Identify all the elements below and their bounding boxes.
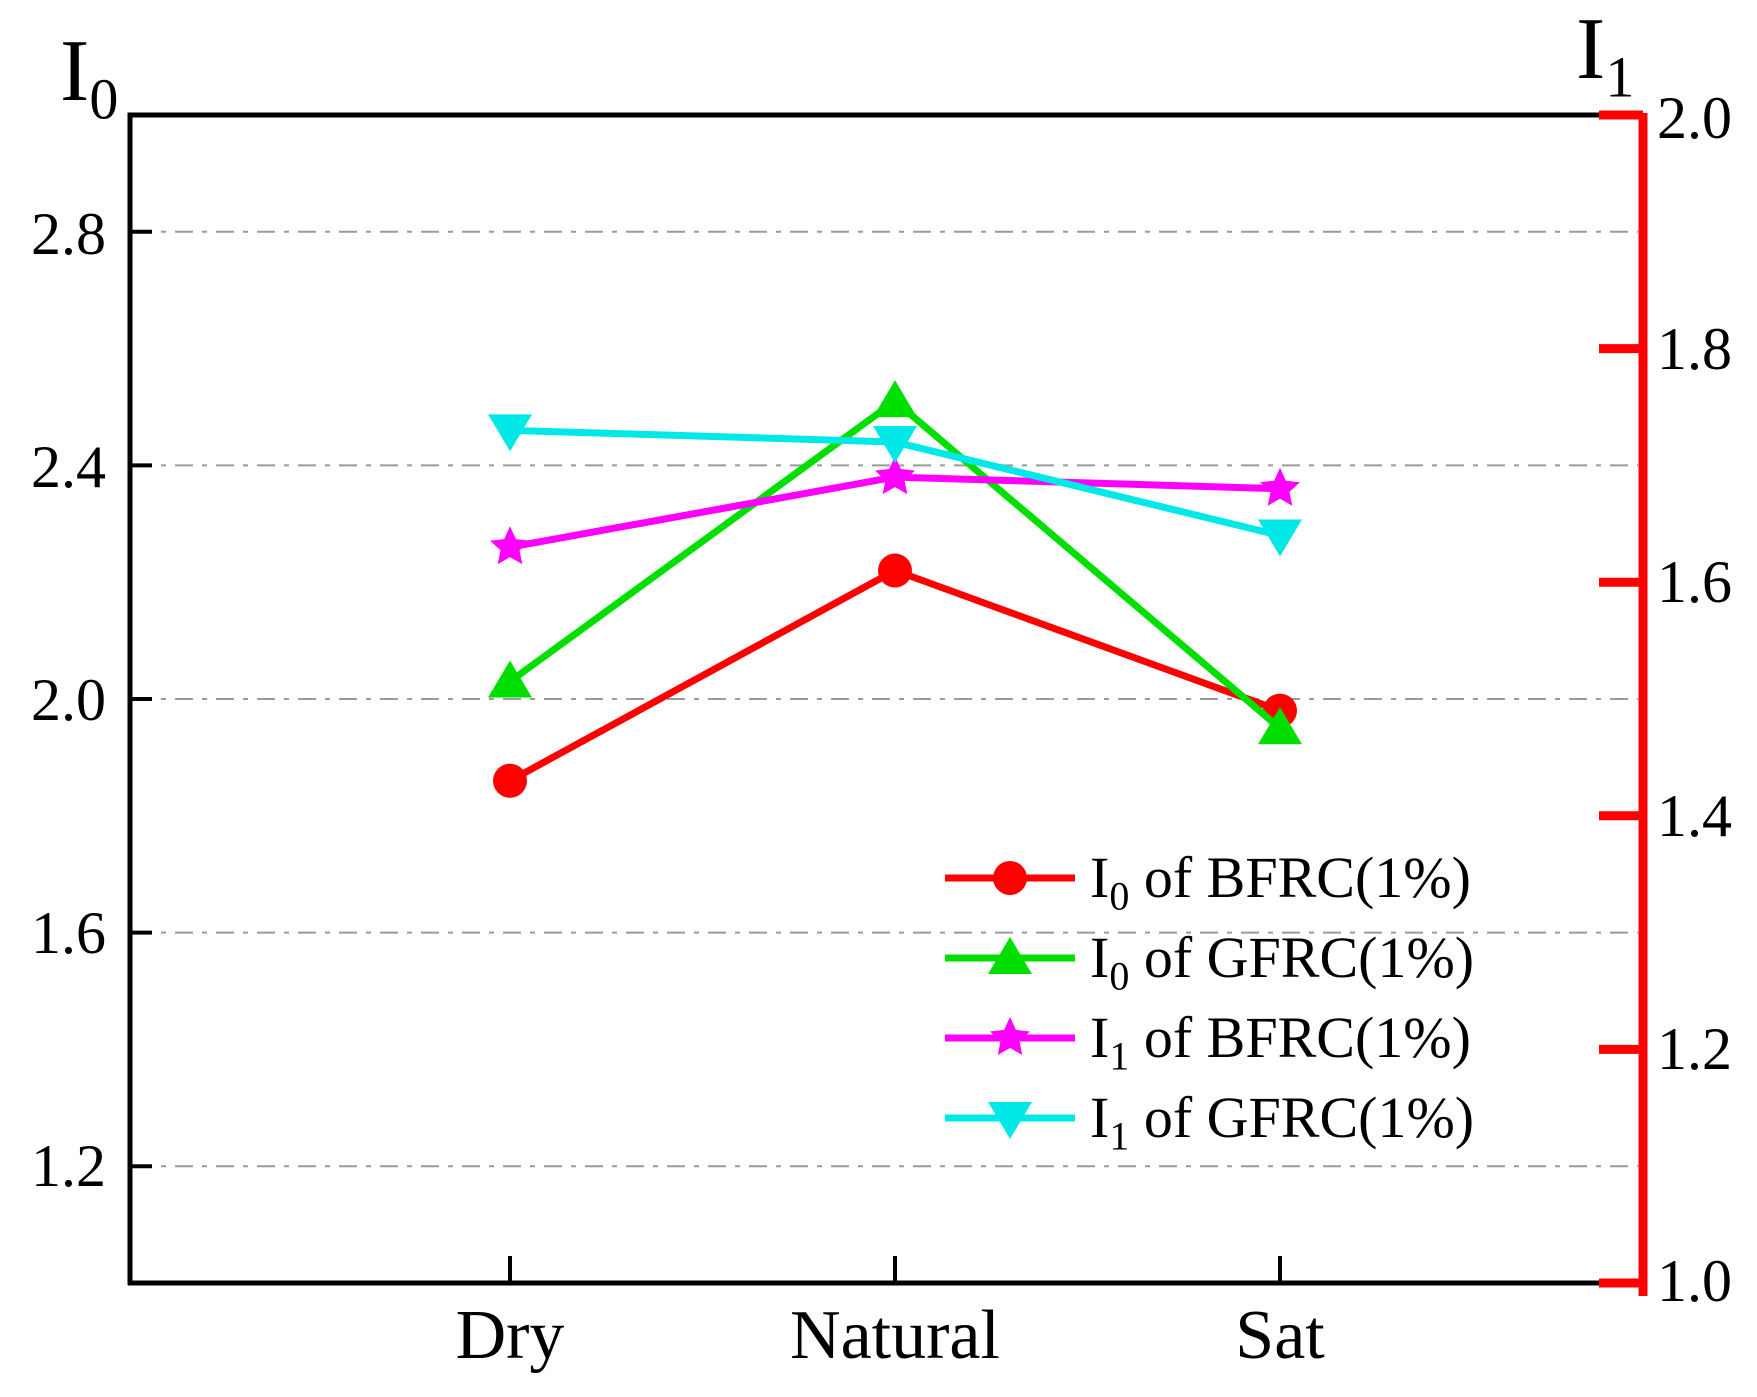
series-marker-i1-bfrc xyxy=(875,456,915,495)
series-marker-i0-gfrc xyxy=(488,660,532,698)
right-tick-label: 1.6 xyxy=(1657,549,1732,615)
x-category-label-dry: Dry xyxy=(455,1297,565,1374)
series-marker-i0-bfrc xyxy=(878,553,912,588)
left-tick-label: 1.2 xyxy=(31,1133,106,1199)
right-tick-label: 1.8 xyxy=(1657,316,1732,382)
legend-marker-i1-gfrc xyxy=(988,1102,1032,1139)
left-tick-label: 2.8 xyxy=(31,201,106,267)
series-marker-i0-bfrc xyxy=(493,763,527,798)
left-tick-label: 2.4 xyxy=(31,434,106,500)
legend-marker-i0-gfrc xyxy=(988,937,1032,974)
right-tick-label: 1.0 xyxy=(1657,1248,1732,1314)
legend-marker-i1-bfrc xyxy=(990,1017,1030,1055)
series-marker-i0-gfrc xyxy=(873,380,917,418)
right-tick-label: 1.4 xyxy=(1657,783,1732,849)
left-axis-title: I0 xyxy=(60,28,118,129)
x-category-label-natural: Natural xyxy=(790,1297,1000,1374)
right-tick-label: 1.2 xyxy=(1657,1016,1732,1082)
left-axis-tick-labels: 2.8 2.4 2.0 1.6 1.2 xyxy=(0,0,112,1397)
right-axis-title-sub: 1 xyxy=(1605,44,1635,110)
left-tick-label: 2.0 xyxy=(31,667,106,733)
left-axis-title-main: I xyxy=(60,23,90,120)
series-marker-i0-gfrc xyxy=(1258,707,1302,745)
left-axis-title-sub: 0 xyxy=(89,66,119,132)
left-tick-label: 1.6 xyxy=(31,900,106,966)
legend-marker-i0-bfrc xyxy=(993,861,1027,895)
right-axis-tick-labels: 2.0 1.8 1.6 1.4 1.2 1.0 xyxy=(1657,0,1757,1397)
series-marker-i1-bfrc xyxy=(490,526,530,565)
right-axis-title: I1 xyxy=(1576,6,1634,107)
right-axis-title-main: I xyxy=(1576,1,1606,98)
axis-frame-left-top xyxy=(127,112,1643,1285)
series-marker-i1-gfrc xyxy=(873,426,917,464)
series-marker-i1-gfrc xyxy=(488,414,532,452)
series-line-i1-bfrc xyxy=(509,473,1281,551)
right-tick-label: 2.0 xyxy=(1657,85,1732,151)
series-marker-i1-gfrc xyxy=(1258,519,1302,557)
series-marker-i1-bfrc xyxy=(1260,467,1300,506)
x-category-label-sat: Sat xyxy=(1235,1297,1325,1374)
series-line-i0-bfrc xyxy=(508,566,1282,784)
